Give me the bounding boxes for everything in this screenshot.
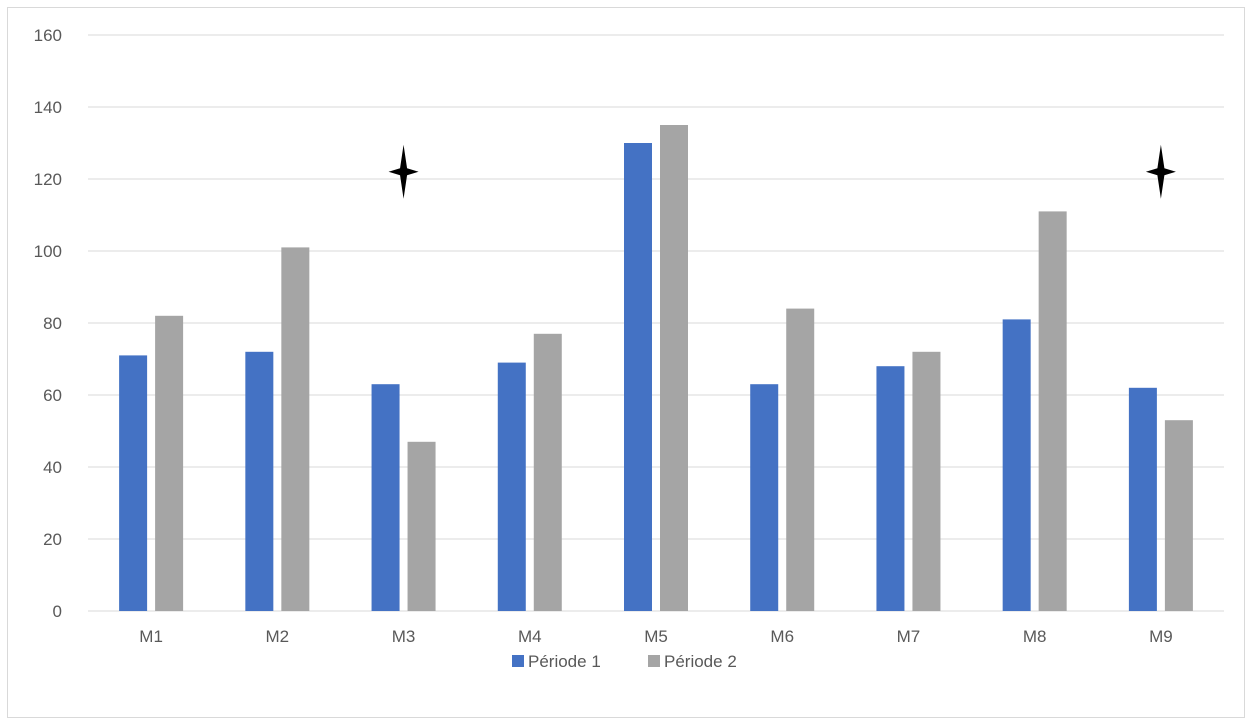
star-icon bbox=[388, 144, 419, 199]
bar-m6-series-2 bbox=[786, 308, 815, 611]
bar-m4-series-2 bbox=[533, 333, 562, 611]
bar-m7-series-1 bbox=[876, 366, 905, 611]
bar-m5-series-2 bbox=[660, 125, 688, 611]
y-tick-label: 160 bbox=[34, 26, 62, 45]
annotations bbox=[388, 144, 1176, 199]
x-tick-label: M2 bbox=[266, 627, 290, 646]
bar-m1-series-1 bbox=[119, 355, 148, 611]
y-tick-label: 120 bbox=[34, 170, 62, 189]
bars bbox=[119, 125, 1193, 611]
bar-m1-series-2 bbox=[155, 315, 184, 611]
y-tick-label: 60 bbox=[43, 386, 62, 405]
y-tick-label: 100 bbox=[34, 242, 62, 261]
legend-swatch bbox=[512, 655, 524, 667]
legend-label: Période 1 bbox=[528, 652, 601, 671]
x-tick-label: M3 bbox=[392, 627, 416, 646]
y-tick-label: 140 bbox=[34, 98, 62, 117]
bar-m2-series-1 bbox=[245, 351, 274, 611]
y-axis-ticks: 0 20 40 60 80 100 120 140 160 bbox=[34, 26, 62, 621]
bar-m2-series-2 bbox=[281, 247, 310, 611]
bar-m5-series-1 bbox=[624, 143, 652, 611]
legend-item-1: Période 1 bbox=[512, 652, 601, 671]
bar-m9-series-2 bbox=[1164, 420, 1193, 611]
y-tick-label: 40 bbox=[43, 458, 62, 477]
bar-m3-series-2 bbox=[407, 441, 436, 611]
x-axis-ticks: M1 M2 M3 M4 M5 M6 M7 M8 M9 bbox=[139, 627, 1172, 646]
gridlines bbox=[88, 34, 1224, 612]
bar-m4-series-1 bbox=[497, 362, 526, 611]
bar-m8-series-1 bbox=[1002, 319, 1031, 611]
legend-item-2: Période 2 bbox=[648, 652, 737, 671]
x-tick-label: M8 bbox=[1023, 627, 1047, 646]
bar-m7-series-2 bbox=[912, 351, 941, 611]
x-tick-label: M1 bbox=[139, 627, 163, 646]
bar-m3-series-1 bbox=[371, 384, 400, 611]
bar-m9-series-1 bbox=[1128, 387, 1157, 611]
x-tick-label: M7 bbox=[897, 627, 921, 646]
legend-swatch bbox=[648, 655, 660, 667]
legend-label: Période 2 bbox=[664, 652, 737, 671]
y-tick-label: 20 bbox=[43, 530, 62, 549]
bar-m6-series-1 bbox=[750, 384, 779, 611]
x-tick-label: M4 bbox=[518, 627, 542, 646]
legend: Période 1 Période 2 bbox=[512, 652, 737, 671]
y-tick-label: 80 bbox=[43, 314, 62, 333]
x-tick-label: M5 bbox=[644, 627, 668, 646]
x-tick-label: M6 bbox=[770, 627, 794, 646]
bar-m8-series-2 bbox=[1038, 211, 1067, 611]
star-icon bbox=[1145, 144, 1176, 199]
x-tick-label: M9 bbox=[1149, 627, 1173, 646]
y-tick-label: 0 bbox=[53, 602, 62, 621]
